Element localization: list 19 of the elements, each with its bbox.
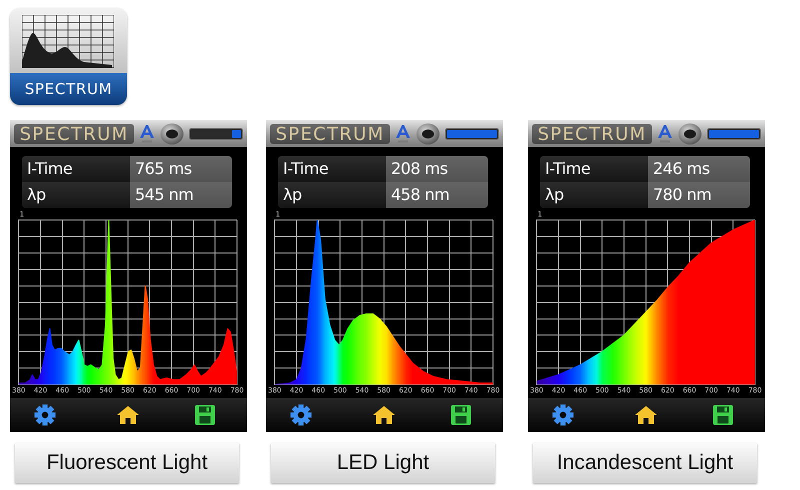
text: 458 nm: [391, 185, 450, 204]
text: 765 ms: [135, 159, 192, 178]
text: SPECTRUM: [538, 124, 646, 144]
text: 208 ms: [391, 159, 448, 178]
text: I-Time: [545, 159, 590, 178]
text: LED Light: [336, 451, 430, 474]
text: λp: [27, 185, 46, 204]
text: SPECTRUM: [20, 124, 128, 144]
text: I-Time: [283, 159, 328, 178]
text: SPECTRUM: [24, 80, 112, 98]
text: λp: [283, 185, 302, 204]
text: Incandescent Light: [556, 451, 734, 474]
text: 780 nm: [653, 185, 712, 204]
text: Fluorescent Light: [46, 451, 208, 474]
text: 545 nm: [135, 185, 194, 204]
text: I-Time: [27, 159, 72, 178]
text: 246 ms: [653, 159, 710, 178]
text: SPECTRUM: [276, 124, 384, 144]
text: λp: [545, 185, 564, 204]
